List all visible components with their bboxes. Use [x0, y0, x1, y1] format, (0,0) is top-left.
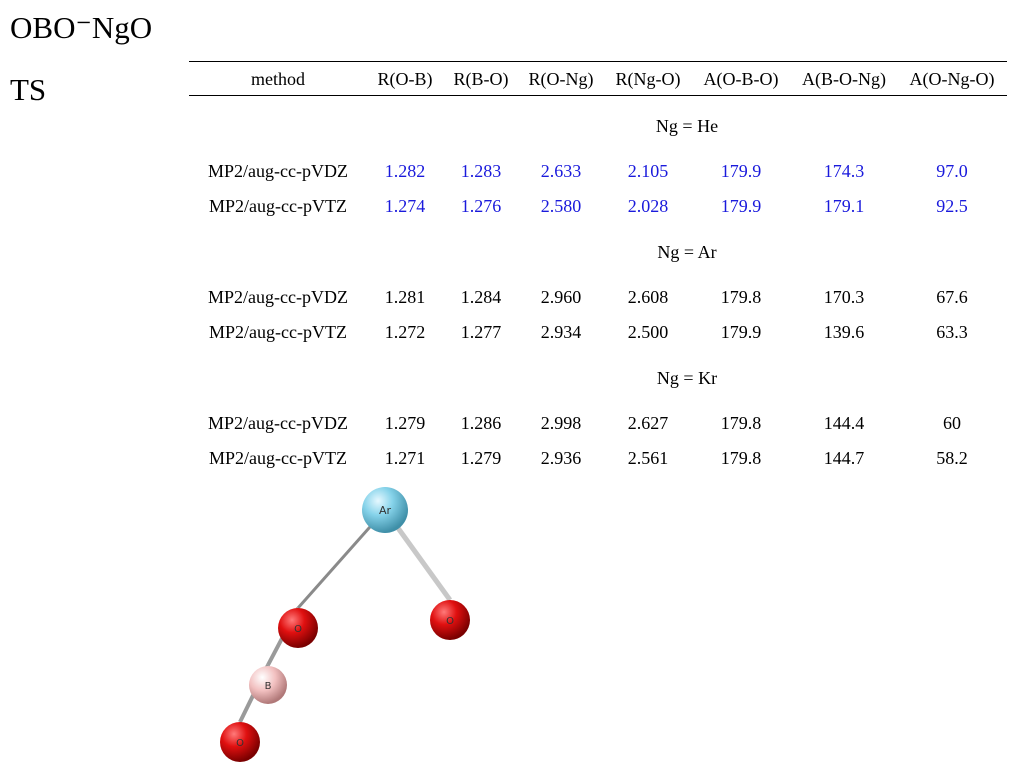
column-header: R(O-B) — [377, 69, 433, 89]
table-header-rule — [189, 95, 1007, 96]
value-cell: 63.3 — [936, 322, 968, 342]
value-cell: 60 — [943, 413, 961, 433]
value-cell: 2.934 — [540, 322, 582, 342]
value-cell: 179.8 — [720, 448, 762, 468]
method-cell: MP2/aug-cc-pVDZ — [208, 287, 348, 307]
value-cell: 2.998 — [540, 413, 582, 433]
column-header: R(Ng-O) — [615, 69, 681, 89]
value-cell: 1.274 — [384, 196, 426, 216]
value-cell: 1.271 — [384, 448, 426, 468]
value-cell: 179.1 — [823, 196, 865, 216]
svg-text:O: O — [236, 738, 244, 749]
state-title: TS — [10, 72, 47, 107]
value-cell: 92.5 — [936, 196, 968, 216]
column-header: A(O-B-O) — [703, 69, 779, 89]
value-cell: 1.284 — [460, 287, 502, 307]
svg-text:O: O — [294, 624, 302, 635]
atom-o-bottom: O — [220, 722, 260, 762]
value-cell: 2.580 — [540, 196, 582, 216]
column-header: R(B-O) — [453, 69, 509, 89]
method-cell: MP2/aug-cc-pVDZ — [208, 413, 348, 433]
value-cell: 2.627 — [627, 413, 669, 433]
value-cell: 2.936 — [540, 448, 582, 468]
molecule-structure: Ar O O B O — [220, 487, 470, 762]
value-cell: 179.9 — [720, 196, 762, 216]
value-cell: 179.9 — [720, 322, 762, 342]
atom-ar: Ar — [362, 487, 408, 533]
value-cell: 179.8 — [720, 287, 762, 307]
value-cell: 1.279 — [460, 448, 502, 468]
value-cell: 1.283 — [460, 161, 502, 181]
column-header: R(O-Ng) — [528, 69, 594, 89]
svg-text:O: O — [446, 616, 454, 627]
value-cell: 144.7 — [823, 448, 865, 468]
value-cell: 174.3 — [823, 161, 865, 181]
group-label: Ng = Ar — [657, 242, 717, 262]
value-cell: 2.500 — [627, 322, 669, 342]
method-cell: MP2/aug-cc-pVTZ — [209, 196, 347, 216]
svg-text:Ar: Ar — [379, 504, 392, 517]
atom-o-right: O — [430, 600, 470, 640]
value-cell: 1.276 — [460, 196, 502, 216]
value-cell: 1.286 — [460, 413, 502, 433]
column-header: A(B-O-Ng) — [802, 69, 886, 89]
method-cell: MP2/aug-cc-pVTZ — [209, 322, 347, 342]
group-label: Ng = He — [655, 116, 719, 136]
value-cell: 2.561 — [627, 448, 669, 468]
value-cell: 1.282 — [384, 161, 426, 181]
value-cell: 97.0 — [936, 161, 968, 181]
value-cell: 179.8 — [720, 413, 762, 433]
value-cell: 2.028 — [627, 196, 669, 216]
value-cell: 2.960 — [540, 287, 582, 307]
table-top-rule — [189, 61, 1007, 62]
value-cell: 67.6 — [936, 287, 968, 307]
atom-b: B — [249, 666, 287, 704]
species-title: OBO⁻NgO — [10, 10, 153, 45]
value-cell: 179.9 — [720, 161, 762, 181]
value-cell: 2.633 — [540, 161, 582, 181]
value-cell: 1.279 — [384, 413, 426, 433]
value-cell: 2.608 — [627, 287, 669, 307]
group-label: Ng = Kr — [656, 368, 718, 388]
svg-text:B: B — [265, 681, 272, 692]
atom-o-middle: O — [278, 608, 318, 648]
value-cell: 170.3 — [823, 287, 865, 307]
method-cell: MP2/aug-cc-pVTZ — [209, 448, 347, 468]
column-header: method — [251, 69, 305, 89]
value-cell: 1.272 — [384, 322, 426, 342]
column-header: A(O-Ng-O) — [909, 69, 995, 89]
value-cell: 139.6 — [823, 322, 865, 342]
value-cell: 58.2 — [936, 448, 968, 468]
value-cell: 144.4 — [823, 413, 865, 433]
value-cell: 2.105 — [627, 161, 669, 181]
value-cell: 1.277 — [460, 322, 502, 342]
method-cell: MP2/aug-cc-pVDZ — [208, 161, 348, 181]
value-cell: 1.281 — [384, 287, 426, 307]
